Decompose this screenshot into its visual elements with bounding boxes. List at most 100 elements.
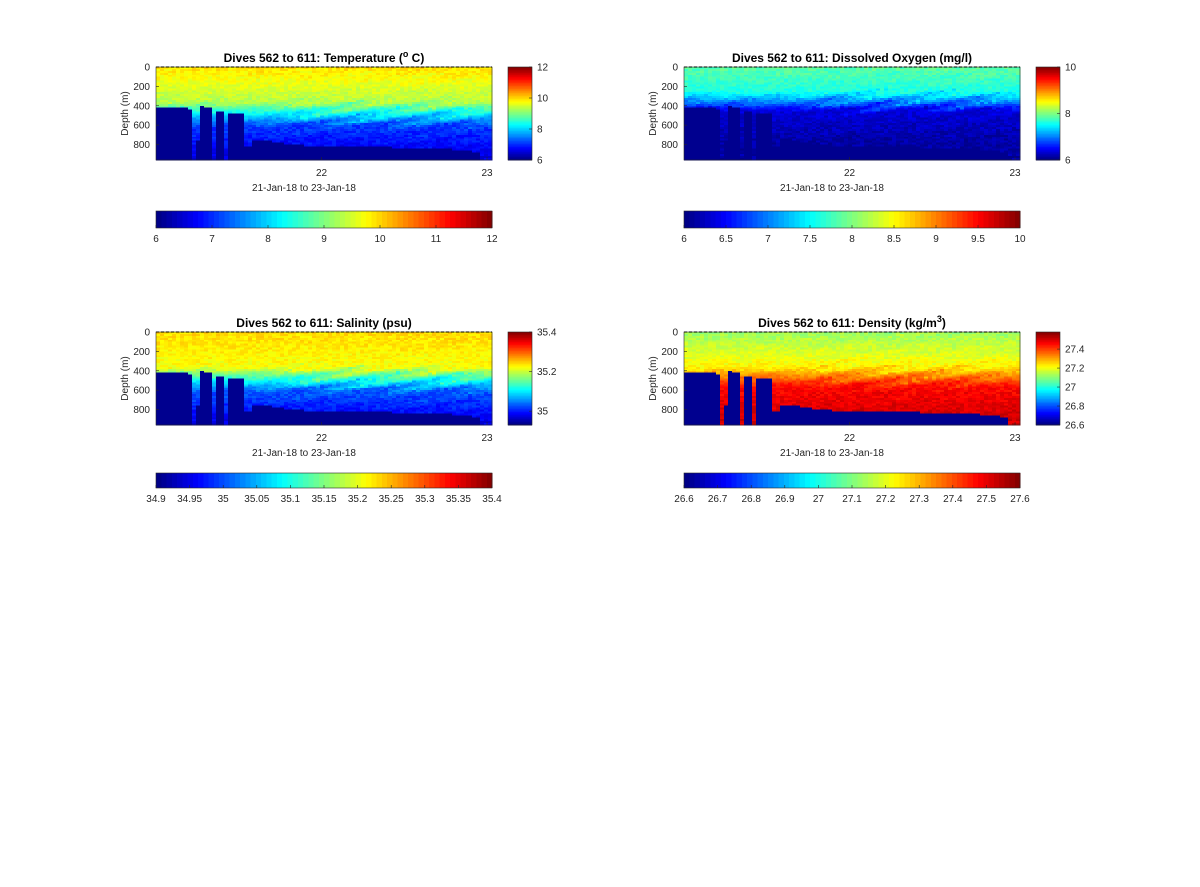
temperature-cell: [276, 99, 281, 103]
temperature-cell: [164, 82, 169, 86]
temperature-cell: [184, 152, 189, 155]
temperature-cell: [204, 136, 209, 140]
temperature-cell: [364, 148, 369, 151]
temperature-cell: [296, 140, 301, 144]
temperature-cell: [264, 130, 269, 134]
temperature-cell: [344, 70, 349, 74]
temperature-cell: [272, 76, 277, 80]
temperature-cell: [228, 154, 233, 157]
temperature-cell: [300, 152, 305, 155]
temperature-cell: [312, 82, 317, 86]
temperature-cell: [268, 132, 273, 136]
temperature-cell: [164, 119, 169, 122]
temperature-cell: [196, 84, 201, 87]
temperature-cell: [248, 144, 253, 148]
temperature-cell: [168, 115, 173, 118]
temperature-cell: [208, 158, 213, 161]
temperature-cell: [320, 107, 325, 111]
temperature-cell: [376, 88, 381, 91]
temperature-cell: [176, 156, 181, 159]
temperature-cell: [220, 99, 225, 103]
temperature-cell: [256, 148, 261, 151]
temperature-cell: [204, 125, 209, 128]
temperature-cell: [160, 82, 165, 86]
temperature-colorbar-bottom-step: [376, 211, 383, 228]
temperature-cell: [324, 113, 329, 117]
temperature-cell: [312, 88, 317, 91]
temperature-cell: [244, 88, 249, 91]
temperature-cell: [312, 78, 317, 82]
temperature-cell: [304, 76, 309, 80]
temperature-cell: [260, 115, 265, 118]
temperature-cell: [280, 138, 285, 142]
temperature-cell: [296, 129, 301, 132]
temperature-cell: [156, 117, 161, 120]
temperature-cell: [276, 119, 281, 122]
temperature-cell: [256, 152, 261, 155]
temperature-cell: [364, 158, 369, 161]
temperature-cell: [348, 68, 353, 72]
temperature-cell: [264, 78, 269, 82]
temperature-cell: [160, 101, 165, 105]
temperature-cell: [280, 148, 285, 151]
temperature-cell: [336, 142, 341, 146]
temperature-cell: [344, 125, 349, 128]
temperature-ytick-label: 0: [144, 63, 150, 74]
temperature-cell: [300, 138, 305, 142]
temperature-cell: [236, 125, 241, 128]
temperature-cell: [264, 103, 269, 107]
temperature-cell: [380, 129, 385, 132]
temperature-cell: [160, 125, 165, 128]
temperature-cell: [292, 123, 297, 126]
temperature-cell: [188, 78, 193, 82]
temperature-cell: [224, 148, 229, 151]
temperature-cell: [312, 103, 317, 107]
temperature-cell: [224, 127, 229, 130]
temperature-cell: [192, 121, 197, 124]
temperature-cell: [260, 101, 265, 105]
temperature-cell: [336, 80, 341, 84]
temperature-cell: [264, 115, 269, 118]
temperature-cell: [252, 144, 257, 148]
temperature-cell: [272, 107, 277, 111]
temperature-cell: [232, 111, 237, 115]
temperature-cell: [272, 88, 277, 91]
temperature-cell: [156, 70, 161, 74]
temperature-colorbar-bottom-step: [329, 211, 336, 228]
temperature-cell: [252, 140, 257, 144]
temperature-cell: [356, 130, 361, 134]
temperature-cell: [344, 117, 349, 120]
temperature-cell: [244, 148, 249, 151]
temperature-cell: [280, 74, 285, 78]
temperature-cell: [280, 80, 285, 84]
temperature-cell: [192, 82, 197, 86]
temperature-cell: [288, 115, 293, 118]
temperature-cell: [316, 80, 321, 84]
temperature-cell: [228, 158, 233, 161]
temperature-cell: [272, 72, 277, 76]
temperature-cell: [244, 82, 249, 86]
temperature-colorbar-bottom-step: [245, 211, 252, 228]
temperature-cell: [324, 99, 329, 103]
temperature-cell: [284, 144, 289, 148]
temperature-cell: [308, 144, 313, 148]
temperature-cell: [176, 105, 181, 109]
temperature-cell: [312, 144, 317, 148]
temperature-cell: [276, 130, 281, 134]
temperature-cell: [368, 150, 373, 153]
temperature-cell: [296, 132, 301, 136]
temperature-cell: [276, 90, 281, 93]
temperature-cell: [272, 115, 277, 118]
temperature-cell: [356, 117, 361, 120]
temperature-cell: [228, 109, 233, 113]
temperature-cell: [332, 109, 337, 113]
temperature-cell: [320, 158, 325, 161]
temperature-cell: [208, 150, 213, 153]
temperature-cell: [168, 125, 173, 128]
temperature-cell: [296, 156, 301, 159]
temperature-cell: [300, 86, 305, 89]
temperature-cell: [204, 103, 209, 107]
temperature-cell: [256, 158, 261, 161]
temperature-cell: [332, 78, 337, 82]
temperature-cell: [300, 105, 305, 109]
